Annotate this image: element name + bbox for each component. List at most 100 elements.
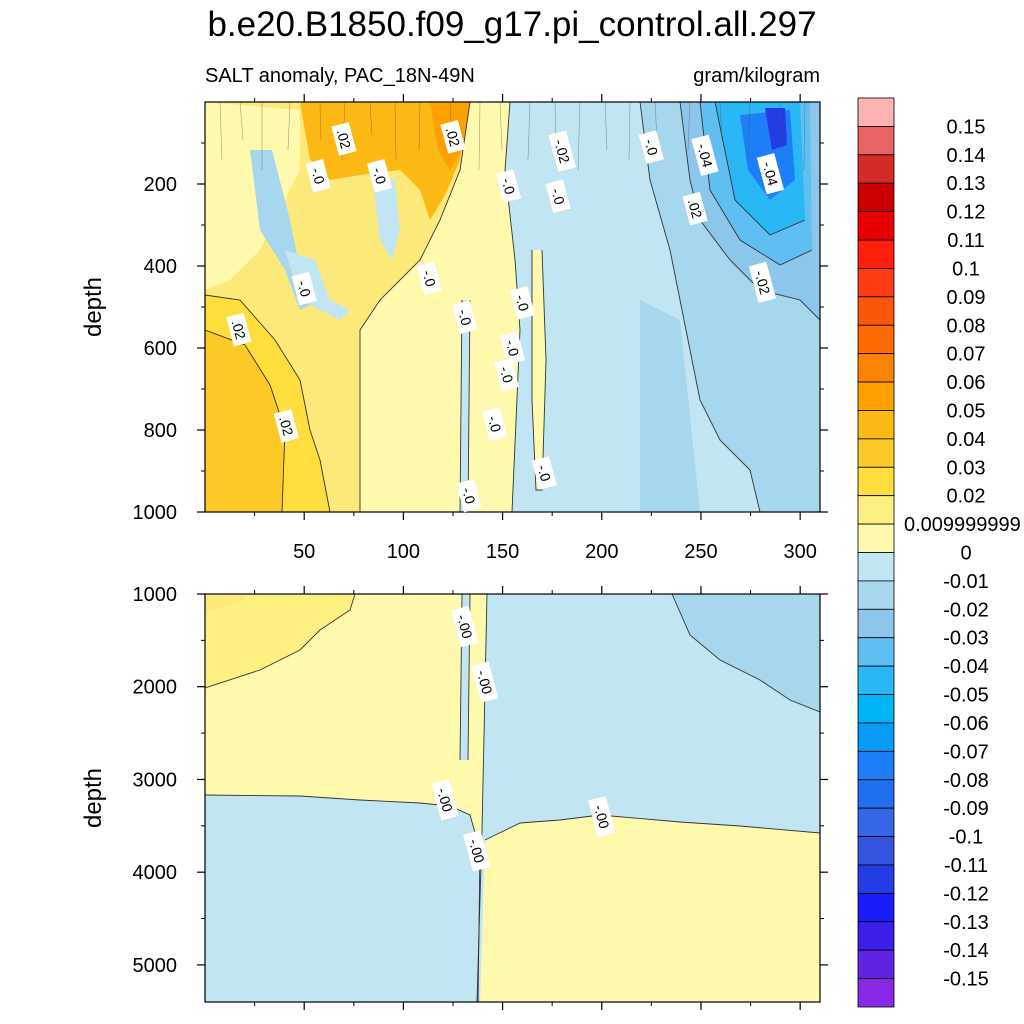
- upper-region-neg-c: [372, 175, 400, 260]
- contour-label: -.0: [305, 158, 331, 193]
- contour-label-text: -.00: [591, 803, 613, 831]
- colorbar-label: 0.12: [947, 202, 986, 224]
- contour-label: -.0: [638, 130, 664, 164]
- contour-label-box: [291, 271, 317, 306]
- colorbar-box: [857, 949, 895, 979]
- contour-label: -.00: [431, 779, 459, 821]
- contour-label: -.0: [499, 331, 526, 365]
- contour-label-box: [456, 478, 482, 513]
- contour-label-text: -.02: [752, 269, 774, 297]
- colorbar-box: [857, 807, 895, 837]
- contour-label-text: -.00: [434, 786, 456, 814]
- colorbar-label: -0.08: [943, 770, 989, 792]
- colorbar-label: 0: [960, 543, 971, 565]
- colorbar-label: -0.05: [943, 685, 989, 707]
- colorbar-label: -0.03: [943, 628, 989, 650]
- contour-label-box: [691, 134, 719, 176]
- colorbar-box: [857, 154, 895, 184]
- colorbar-label: -0.15: [943, 969, 989, 991]
- y-tick-label: 4000: [133, 862, 178, 884]
- colorbar-box: [857, 978, 895, 1008]
- colorbar-label: 0.07: [947, 344, 986, 366]
- lower-region-pos-west-upper: [205, 594, 355, 688]
- colorbar-label: -0.1: [949, 827, 983, 849]
- colorbar-box: [857, 892, 895, 923]
- colorbar-label: 0.009999999: [904, 514, 1021, 536]
- contour-label-box: [451, 605, 479, 648]
- contour-label-box: [509, 286, 535, 320]
- colorbar-box: [857, 410, 895, 440]
- contour-label-box: [531, 456, 557, 490]
- colorbar-box: [857, 750, 895, 781]
- contour-label: -.0: [495, 169, 522, 203]
- contour-label-box: [638, 130, 664, 164]
- upper-contours: [205, 102, 820, 512]
- contour-label-box: [226, 312, 252, 347]
- x-tick-label: 50: [293, 541, 315, 563]
- colorbar-label: -0.13: [943, 912, 989, 934]
- contour-label-box: [482, 407, 508, 441]
- lower-axes: 1000 2000 3000 4000 5000: [133, 584, 828, 1010]
- contour-label-box: [548, 130, 576, 172]
- contour-label-text: .02: [443, 125, 464, 148]
- contour-label-box: [682, 191, 708, 226]
- colorbar-label: -0.14: [943, 940, 989, 962]
- lower-field: [205, 594, 820, 1002]
- colorbar-label: 0.15: [947, 116, 986, 138]
- contour-label: -.04: [691, 134, 719, 176]
- colorbar-box: [857, 324, 895, 355]
- upper-region-pos-warm: [205, 330, 285, 512]
- contour-label-box: [463, 830, 491, 872]
- contour-label-text: -.0: [548, 186, 568, 206]
- contour-label-box: [305, 158, 331, 193]
- colorbar-label: 0.09: [947, 287, 986, 309]
- colorbar-box: [857, 495, 895, 525]
- y-tick-label: 200: [144, 174, 177, 196]
- contour-label-box: [440, 120, 466, 154]
- contour-label-box: [748, 261, 777, 304]
- subtitle-variable: SALT anomaly, PAC_18N-49N: [205, 65, 475, 87]
- contour-label-text: -.00: [466, 837, 488, 865]
- y-tick-label: 2000: [133, 677, 178, 699]
- contour-label-text: -.0: [294, 279, 314, 299]
- contour-label-text: -.04: [760, 160, 782, 188]
- lower-region-neg-west-deep: [205, 795, 480, 1002]
- lower-contour-labels: -.00 -.00 -.00 -.00 -.00: [431, 605, 616, 872]
- upper-region-neg-a: [250, 150, 320, 310]
- x-tick-label: 200: [585, 541, 618, 563]
- colorbar: 0.15 0.14 0.13 0.12 0.11 0.1 0.09 0.08 0.07 0.06 0…: [857, 97, 1021, 1008]
- contour-label-text: .02: [228, 318, 249, 341]
- colorbar-label: -0.04: [943, 656, 989, 678]
- contour-label-text: -.0: [513, 293, 533, 313]
- colorbar-box: [857, 268, 895, 298]
- y-tick-label: 3000: [133, 769, 178, 791]
- contour-label-text: .02: [685, 197, 706, 220]
- contour-label: -.0: [416, 261, 442, 296]
- x-tick-label: 150: [486, 541, 519, 563]
- colorbar-box: [857, 438, 895, 468]
- contour-label-text: -.0: [499, 176, 519, 196]
- upper-axes: 200 400 600 800 1000 50 100 150 200 250 300: [133, 94, 828, 563]
- contour-label: .02: [331, 122, 357, 156]
- chart-title: b.e20.B1850.f09_g17.pi_control.all.297: [207, 5, 816, 44]
- contour-label: .02: [440, 120, 466, 154]
- colorbar-box: [857, 665, 895, 695]
- upper-region-plume: [460, 300, 470, 512]
- colorbar-box: [857, 864, 895, 894]
- lower-region-neg-east: [672, 594, 820, 712]
- upper-region-neg-b: [285, 250, 350, 320]
- contour-label-text: -.0: [419, 268, 439, 288]
- contour-label-text: -.0: [534, 463, 554, 483]
- contour-label-text: .02: [276, 414, 297, 437]
- contour-label-text: -.0: [455, 307, 475, 327]
- contour-label: -.0: [291, 271, 317, 306]
- colorbar-label: -0.11: [944, 855, 988, 877]
- contour-label-box: [545, 179, 571, 214]
- lower-panel: -.00 -.00 -.00 -.00 -.00 1000 2000 3000 4000 500…: [80, 584, 828, 1010]
- colorbar-box: [857, 836, 895, 866]
- contour-label-box: [452, 300, 478, 335]
- colorbar-label: 0.13: [947, 173, 986, 195]
- y-tick-label: 800: [144, 420, 177, 442]
- contour-label: -.00: [463, 830, 491, 872]
